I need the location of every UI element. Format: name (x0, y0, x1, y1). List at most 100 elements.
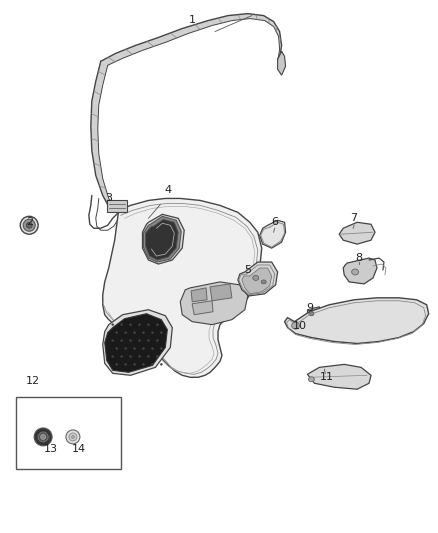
Polygon shape (135, 37, 165, 51)
Ellipse shape (129, 340, 132, 342)
Polygon shape (242, 268, 272, 294)
Ellipse shape (120, 324, 123, 326)
Text: 11: 11 (320, 372, 334, 382)
Ellipse shape (115, 332, 118, 334)
Ellipse shape (34, 428, 52, 446)
Ellipse shape (26, 222, 32, 228)
Polygon shape (307, 365, 371, 389)
Polygon shape (208, 15, 232, 26)
Text: 8: 8 (356, 253, 363, 263)
Polygon shape (36, 434, 50, 440)
Polygon shape (307, 307, 321, 320)
Ellipse shape (142, 363, 145, 366)
Polygon shape (248, 14, 265, 21)
Polygon shape (96, 175, 109, 198)
Polygon shape (103, 198, 262, 377)
Polygon shape (343, 258, 377, 284)
Text: 10: 10 (293, 321, 307, 330)
Ellipse shape (133, 363, 136, 366)
Text: 12: 12 (26, 376, 40, 386)
Ellipse shape (156, 324, 159, 326)
Ellipse shape (69, 433, 77, 441)
Polygon shape (192, 301, 213, 314)
Ellipse shape (124, 347, 127, 350)
FancyBboxPatch shape (107, 200, 127, 212)
Ellipse shape (160, 347, 162, 350)
Polygon shape (339, 222, 375, 244)
Ellipse shape (111, 355, 114, 358)
Ellipse shape (156, 340, 159, 342)
Ellipse shape (253, 276, 259, 280)
Ellipse shape (133, 332, 136, 334)
Text: 7: 7 (350, 213, 358, 223)
Ellipse shape (115, 363, 118, 366)
Ellipse shape (111, 324, 114, 326)
Ellipse shape (138, 355, 141, 358)
Text: 13: 13 (44, 444, 58, 454)
Ellipse shape (151, 363, 154, 366)
Polygon shape (101, 53, 123, 65)
Polygon shape (105, 314, 167, 373)
Ellipse shape (147, 355, 150, 358)
Polygon shape (96, 61, 108, 85)
Ellipse shape (147, 340, 150, 342)
Ellipse shape (111, 340, 114, 342)
Polygon shape (238, 262, 278, 296)
Text: 3: 3 (105, 193, 112, 204)
Ellipse shape (120, 355, 123, 358)
Polygon shape (92, 151, 103, 179)
Ellipse shape (124, 363, 127, 366)
Ellipse shape (124, 332, 127, 334)
Ellipse shape (160, 332, 162, 334)
Polygon shape (180, 282, 248, 325)
Ellipse shape (151, 332, 154, 334)
Text: 14: 14 (72, 444, 86, 454)
Text: 6: 6 (271, 217, 278, 227)
Polygon shape (260, 220, 286, 248)
Polygon shape (278, 45, 282, 61)
Polygon shape (91, 101, 99, 129)
Ellipse shape (261, 280, 266, 284)
Ellipse shape (142, 347, 145, 350)
Polygon shape (103, 196, 118, 213)
Polygon shape (274, 21, 279, 36)
Text: 9: 9 (306, 303, 313, 313)
Text: 5: 5 (244, 265, 251, 275)
Ellipse shape (308, 377, 314, 382)
Polygon shape (145, 219, 178, 260)
Ellipse shape (309, 312, 314, 316)
Ellipse shape (138, 324, 141, 326)
Ellipse shape (142, 332, 145, 334)
Polygon shape (279, 31, 282, 50)
Polygon shape (92, 81, 103, 105)
Ellipse shape (66, 430, 80, 444)
Ellipse shape (352, 269, 359, 275)
Text: 4: 4 (165, 185, 172, 196)
Polygon shape (191, 288, 207, 302)
Polygon shape (264, 15, 274, 27)
FancyBboxPatch shape (16, 397, 120, 469)
Ellipse shape (115, 347, 118, 350)
Ellipse shape (156, 355, 159, 358)
Polygon shape (144, 216, 181, 262)
Polygon shape (103, 310, 172, 375)
Ellipse shape (20, 216, 38, 234)
Polygon shape (285, 298, 429, 343)
Polygon shape (159, 29, 188, 43)
Ellipse shape (133, 347, 136, 350)
Ellipse shape (120, 340, 123, 342)
Ellipse shape (38, 432, 48, 442)
Text: 1: 1 (189, 14, 196, 25)
Polygon shape (228, 14, 250, 21)
Ellipse shape (129, 355, 132, 358)
Ellipse shape (41, 434, 46, 439)
Polygon shape (116, 45, 142, 58)
Ellipse shape (23, 219, 35, 231)
Ellipse shape (147, 324, 150, 326)
Ellipse shape (138, 340, 141, 342)
Polygon shape (278, 51, 286, 75)
Ellipse shape (160, 363, 162, 366)
Ellipse shape (292, 322, 300, 329)
Polygon shape (210, 284, 232, 301)
Text: 2: 2 (26, 217, 33, 227)
